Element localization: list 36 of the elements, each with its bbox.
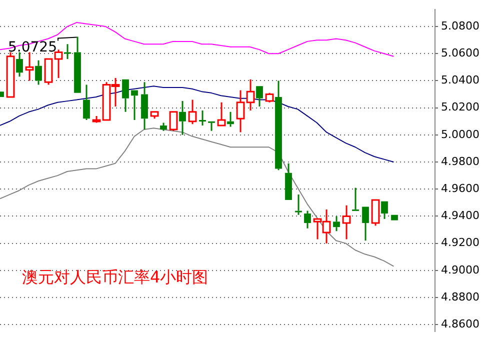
candlestick [83, 84, 90, 121]
candlestick [141, 81, 148, 130]
candlestick [362, 206, 369, 242]
y-tick-label: 4.9800 [441, 154, 480, 168]
candlestick [295, 194, 302, 216]
candlestick [333, 215, 340, 232]
candlestick [208, 121, 215, 132]
y-tick-label: 4.9400 [441, 209, 480, 222]
y-tick-label: 5.0200 [441, 100, 480, 114]
candlestick [160, 122, 167, 132]
annotation: 5.0725 [8, 40, 57, 56]
y-tick-label: 5.0000 [441, 128, 480, 141]
candlestick [199, 110, 206, 126]
y-tick-label: 5.0800 [441, 19, 480, 32]
candlestick [352, 187, 359, 211]
candlestick [381, 201, 388, 220]
y-tick-label: 4.8800 [441, 290, 480, 304]
y-tick-label: 4.9600 [441, 182, 480, 195]
y-tick-label: 5.0400 [441, 74, 480, 87]
candlestick [227, 111, 234, 128]
candlestick [122, 79, 129, 113]
text: 澳元对人民币汇率4小时图 [22, 268, 208, 287]
y-tick-label: 4.9200 [441, 236, 480, 250]
candlestick [304, 210, 311, 230]
y-tick-label: 4.9000 [441, 263, 480, 276]
candlestick [35, 60, 42, 86]
candlestick [64, 43, 71, 60]
y-tick-label: 4.8600 [441, 317, 480, 330]
candlestick [74, 36, 81, 93]
candlestick [16, 52, 23, 78]
candlestick [275, 80, 282, 171]
candlestick [131, 90, 138, 121]
candlestick [285, 162, 292, 200]
candlestick [179, 100, 186, 136]
y-tick-label: 5.0600 [441, 46, 480, 60]
candlestick [256, 86, 263, 108]
